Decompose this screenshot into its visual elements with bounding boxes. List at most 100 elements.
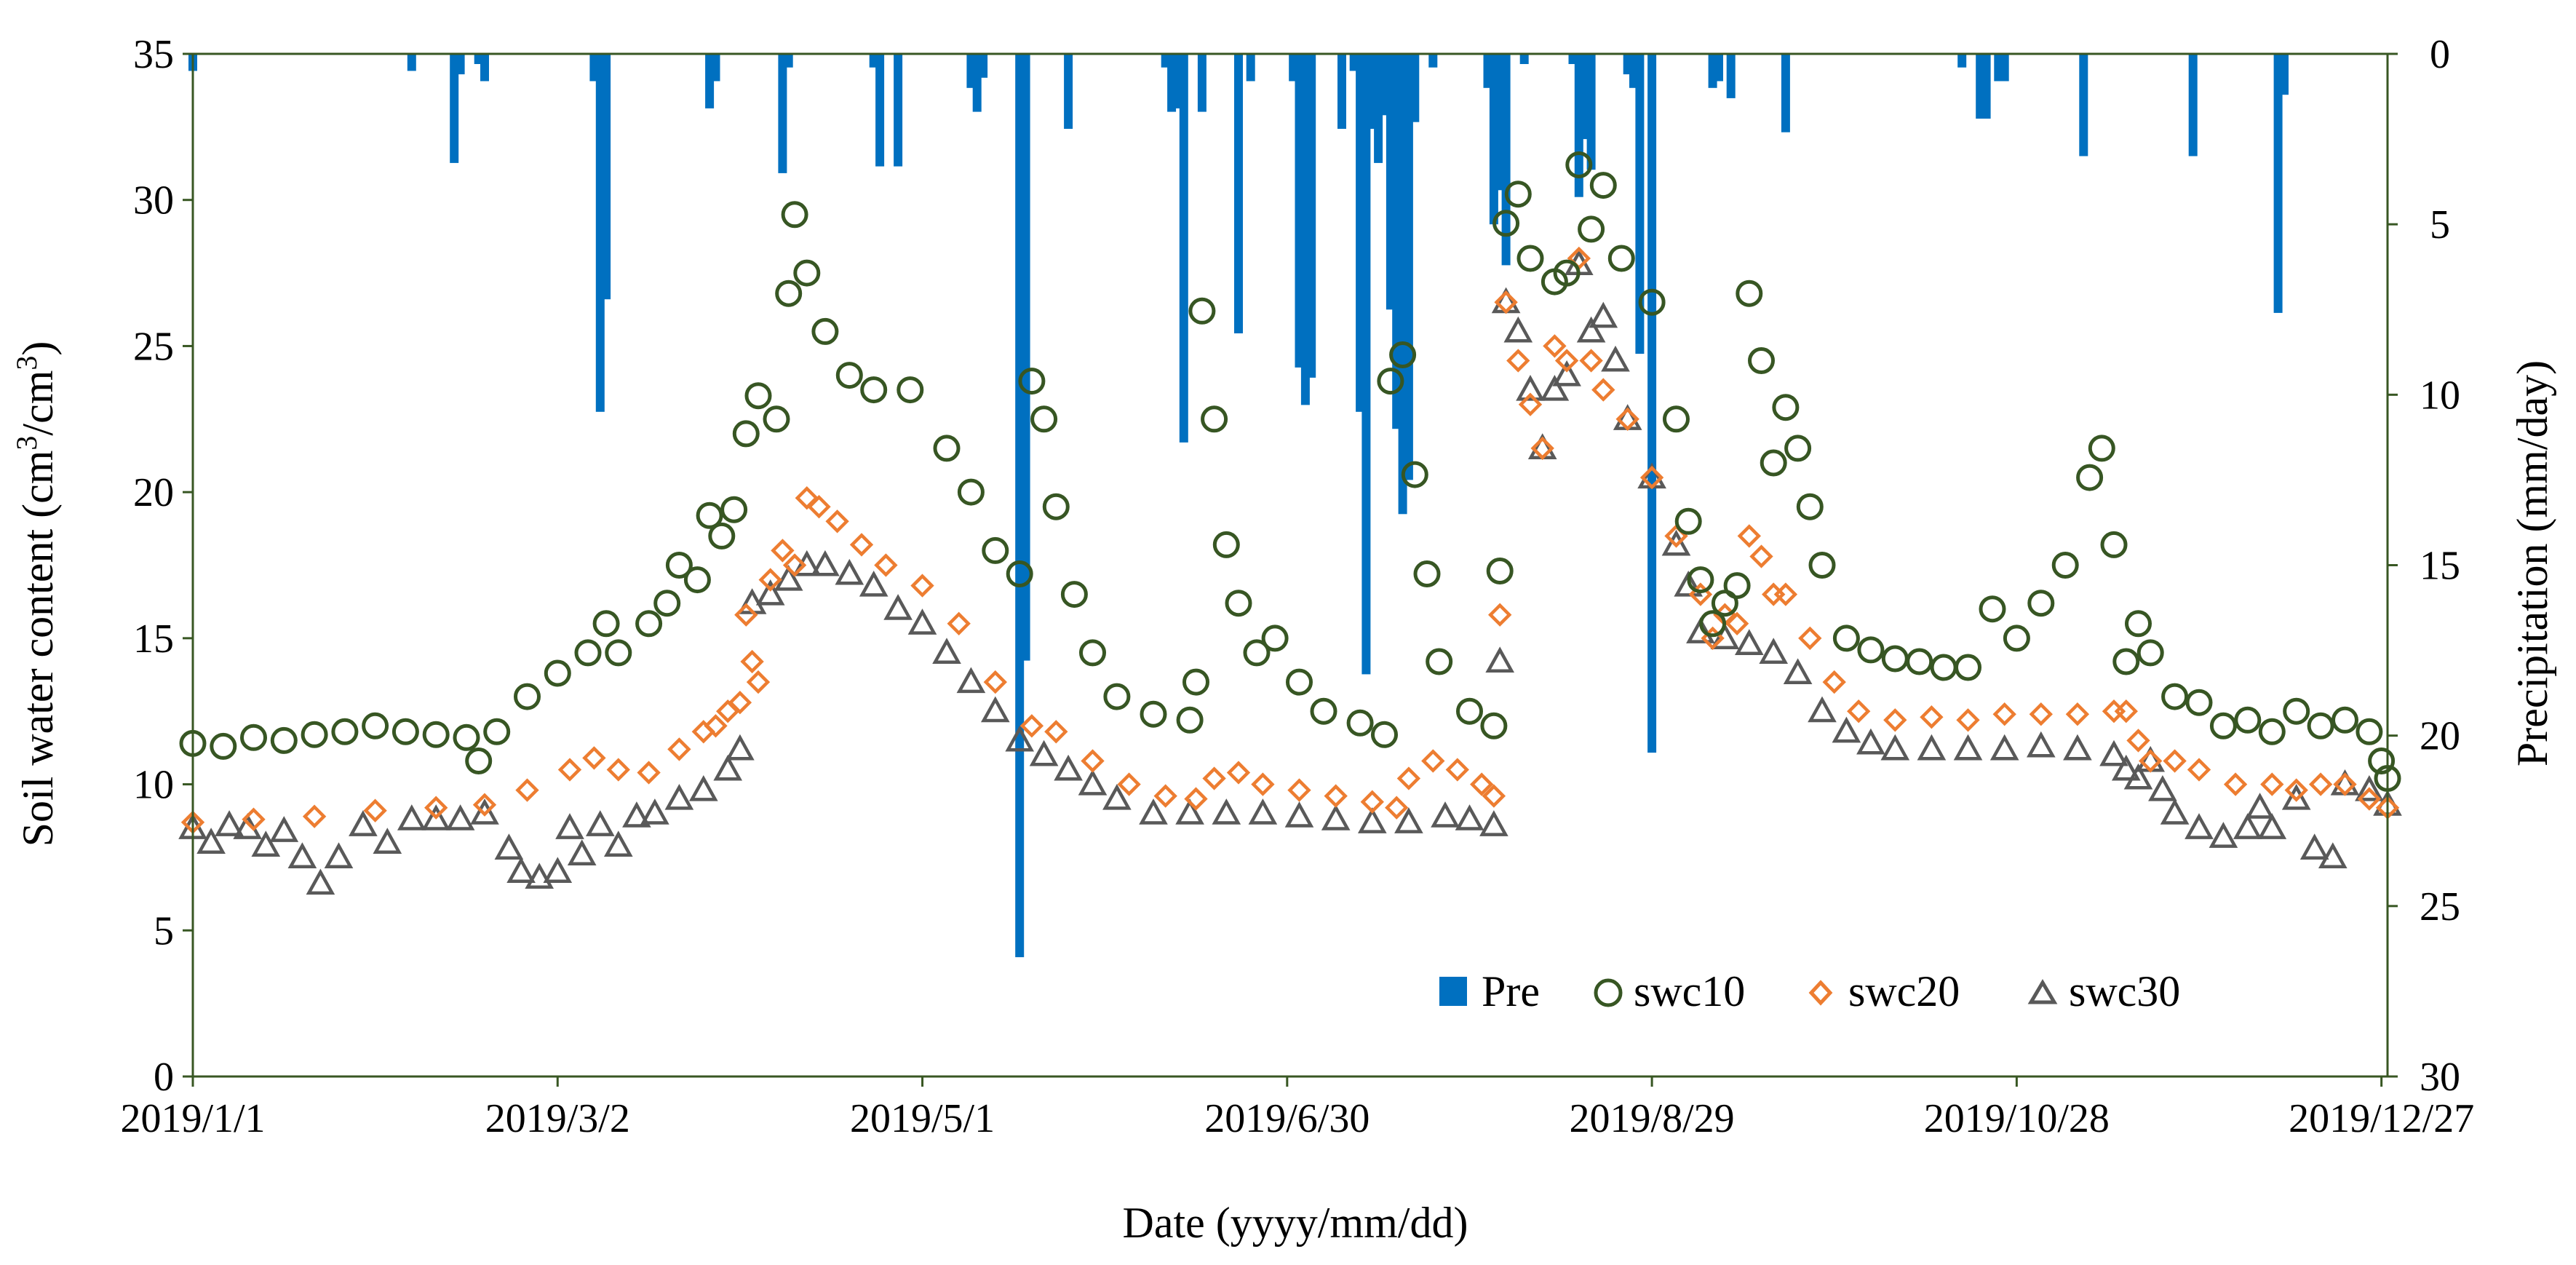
swc10-point-83	[1760, 449, 1787, 477]
swc10-point-62	[1456, 697, 1483, 725]
swc20-point-77	[2065, 702, 2090, 726]
swc10-point-26	[763, 405, 790, 433]
swc30-point-6	[287, 842, 317, 868]
swc20-point-49	[1494, 290, 1518, 314]
swc20-point-3	[363, 798, 387, 822]
swc30-point-66	[1589, 301, 1618, 328]
swc10-point-58	[1389, 341, 1417, 368]
pre-bar-28	[1246, 54, 1255, 82]
swc10-point-53	[1286, 668, 1313, 696]
swc20-point-20	[771, 539, 795, 563]
swc10-point-6	[362, 712, 389, 739]
swc20-point-25	[849, 533, 874, 557]
swc30-point-2	[215, 810, 244, 836]
x-tick-label-5: 2019/10/28	[1924, 1096, 2110, 1141]
pre-bar-32	[1307, 54, 1316, 378]
y-right-axis-title: Precipitation (mm/day)	[2508, 360, 2556, 766]
swc20-point-67	[1762, 582, 1786, 606]
swc10-point-8	[422, 721, 450, 748]
swc10-point-108	[2258, 718, 2286, 745]
swc20-point-57	[1591, 378, 1615, 402]
swc20-point-46	[1470, 772, 1494, 796]
axes: 0 5 10 15 20 25 30 35 0 5 10 15 20 25 30 2019/1/1 2019/3…	[120, 32, 2474, 1141]
swc20-point-47	[1482, 784, 1506, 808]
swc10-point-98	[2076, 464, 2104, 491]
legend-swc20-marker	[1808, 980, 1833, 1006]
pre-bar-3	[456, 54, 465, 75]
swc30-point-75	[1759, 638, 1789, 664]
swc10-point-95	[2003, 624, 2030, 652]
swc30-point-10	[373, 828, 402, 854]
swc30-point-34	[835, 558, 864, 585]
swc20-point-29	[983, 670, 1007, 694]
pre-bar-25	[1179, 54, 1188, 443]
swc30-point-23	[622, 801, 651, 828]
swc10-point-71	[1578, 215, 1605, 243]
swc20-point-82	[2163, 749, 2187, 773]
y-right-tick-label-5: 25	[2420, 884, 2460, 929]
swc20-point-73	[1920, 705, 1944, 729]
swc20-point-30	[1019, 714, 1044, 738]
swc20-point-7	[557, 758, 582, 782]
swc30-point-99	[2318, 842, 2348, 868]
swc10-point-112	[2356, 718, 2383, 745]
swc10-point-15	[592, 610, 620, 638]
swc30-point-82	[1953, 734, 1983, 761]
y-left-tick-label-4: 20	[133, 470, 174, 515]
swc10-point-77	[1687, 566, 1714, 594]
pre-bar-20	[1021, 54, 1030, 661]
swc10-point-19	[665, 552, 693, 579]
swc10-point-91	[1906, 648, 1933, 675]
swc30-point-85	[2063, 734, 2092, 761]
swc30-point-47	[1175, 798, 1204, 825]
swc30-point-62	[1540, 374, 1570, 401]
swc10-point-61	[1426, 648, 1453, 675]
swc10-point-14	[574, 639, 602, 667]
swc20-point-23	[807, 495, 831, 519]
y-right-tick-label-6: 30	[2420, 1055, 2460, 1100]
legend-pre-label: Pre	[1482, 967, 1540, 1015]
pre-bar-43	[1404, 54, 1413, 480]
swc30-point-27	[713, 754, 743, 781]
swc10-point-104	[2161, 683, 2189, 710]
swc10-point-47	[1188, 297, 1216, 325]
y-left-tick-label-2: 10	[133, 763, 174, 808]
pre-bar-70	[2273, 54, 2283, 313]
swc20-point-34	[1153, 784, 1177, 808]
swc20-point-58	[1615, 407, 1639, 431]
pre-bar-26	[1197, 54, 1206, 112]
swc20-point-65	[1737, 524, 1761, 548]
y-left-axis-label: Soil water content (cm3/cm3)	[10, 341, 62, 847]
swc20-point-38	[1251, 772, 1275, 796]
x-axis-label: Date (yyyy/mm/dd)	[1123, 1199, 1468, 1247]
swc30-point-81	[1917, 734, 1947, 761]
x-tick-label-1: 2019/3/2	[485, 1096, 630, 1141]
pre-bar-71	[2280, 54, 2289, 95]
swc20-point-78	[2102, 699, 2126, 723]
swc30-point-63	[1552, 360, 1581, 386]
swc10-point-46	[1182, 668, 1209, 696]
swc30-point-24	[640, 798, 669, 825]
pre-bar-12	[784, 54, 793, 68]
pre-bar-57	[1635, 54, 1645, 354]
swc30-point-45	[1102, 783, 1132, 810]
swc20-point-6	[515, 778, 539, 802]
swc10-point-23	[720, 496, 748, 523]
swc10-point-48	[1201, 405, 1228, 433]
y-right-tick-label-2: 10	[2420, 373, 2460, 418]
swc10-point-76	[1674, 507, 1702, 535]
swc20-point-56	[1579, 349, 1603, 373]
y-right-axis-label: Precipitation (mm/day)	[2508, 360, 2556, 766]
swc20-point-15	[728, 691, 752, 715]
pre-bar-11	[778, 54, 787, 173]
swc30-point-88	[2123, 763, 2153, 790]
y-left-tick-label-5: 25	[133, 324, 174, 369]
legend-pre-swatch	[1439, 977, 1467, 1006]
swc20-point-79	[2114, 699, 2138, 723]
swc30-point-1	[196, 828, 226, 854]
swc30-point-60	[1516, 374, 1545, 401]
swc30-point-52	[1357, 807, 1387, 833]
swc10-point-4	[301, 721, 328, 748]
swc10-point-52	[1261, 624, 1289, 652]
swc20-point-53	[1543, 334, 1567, 358]
